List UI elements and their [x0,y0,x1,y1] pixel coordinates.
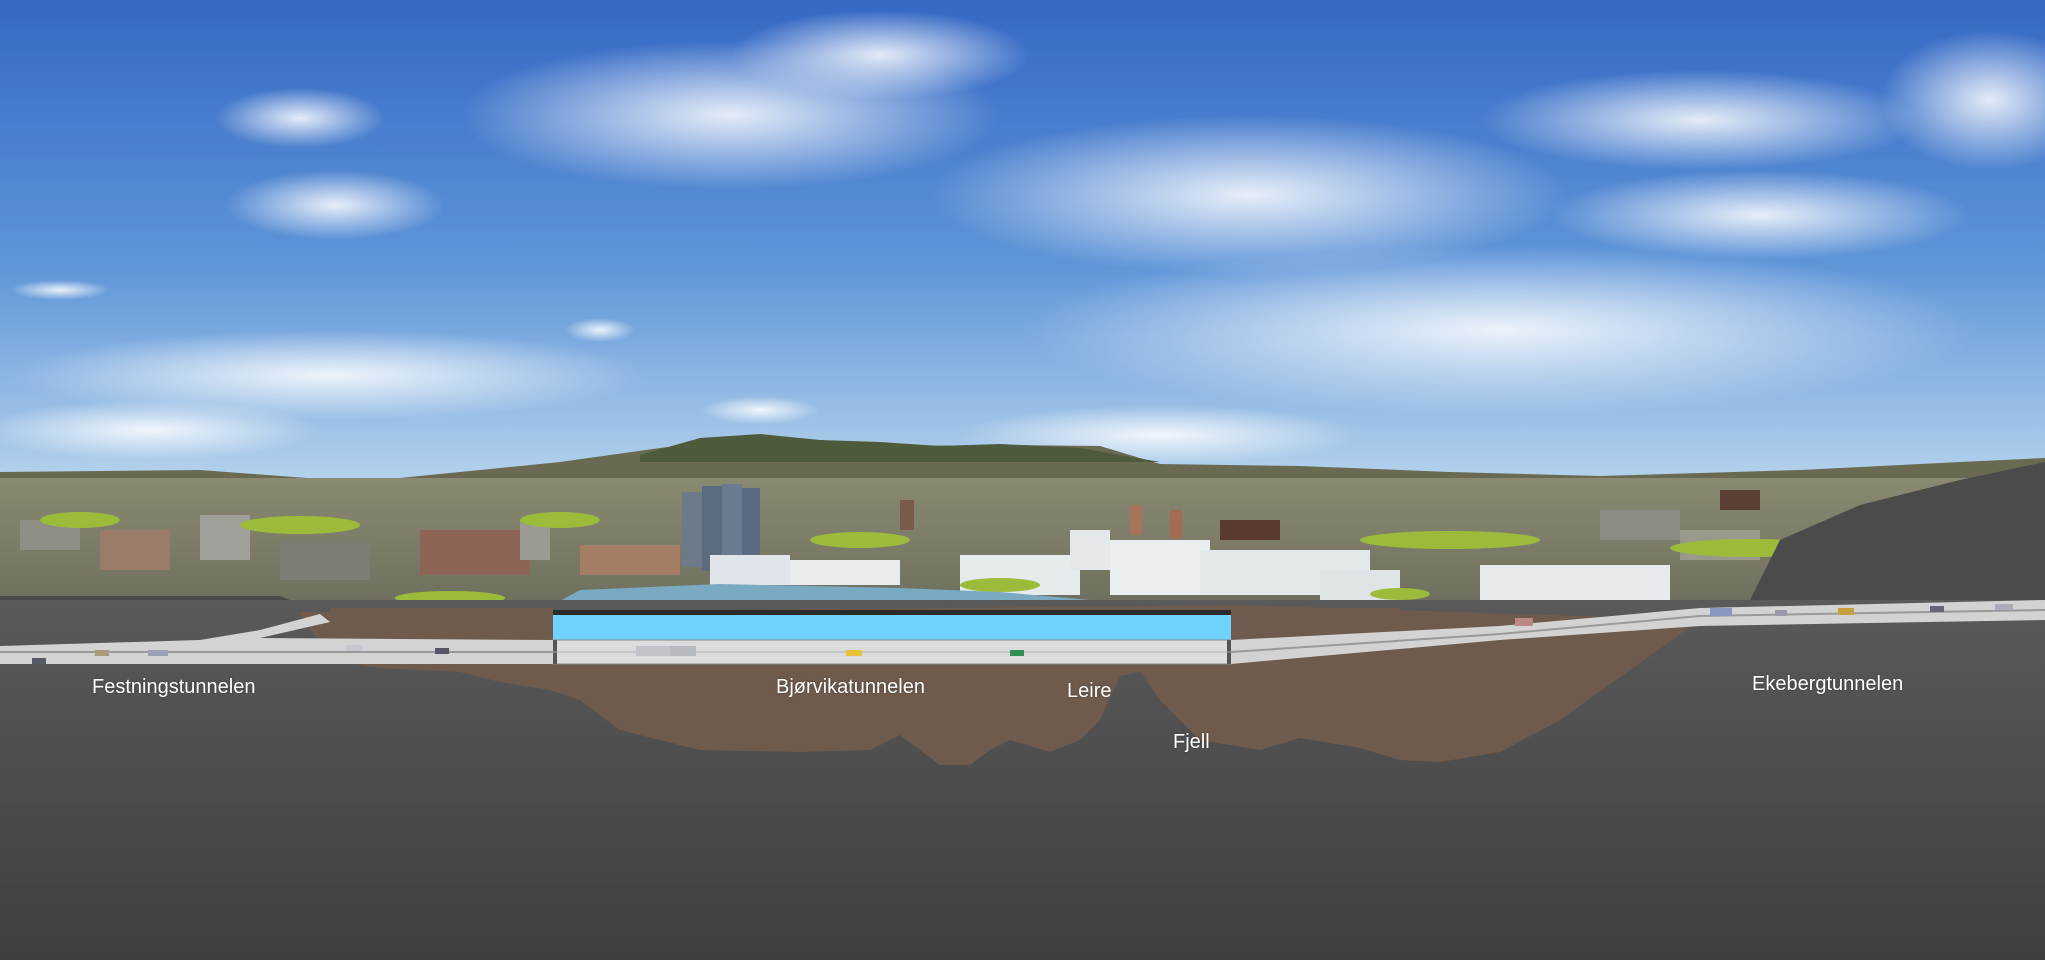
label-fjell: Fjell [1173,731,1210,753]
label-leire: Leire [1067,680,1112,702]
immersed-tunnel-water [553,614,1231,640]
city-details [20,484,1760,603]
clouds [0,10,2045,465]
vehicles [32,604,2013,664]
ekeberg-hill [1750,462,2045,610]
road-right [1231,600,2045,664]
label-ekebergtunnelen: Ekebergtunnelen [1752,673,1904,695]
label-festningstunnelen: Festningstunnelen [92,676,256,698]
immersed-tunnel-roof [553,610,1231,615]
label-bjorvikatunnelen: Bjørvikatunnelen [776,676,925,698]
